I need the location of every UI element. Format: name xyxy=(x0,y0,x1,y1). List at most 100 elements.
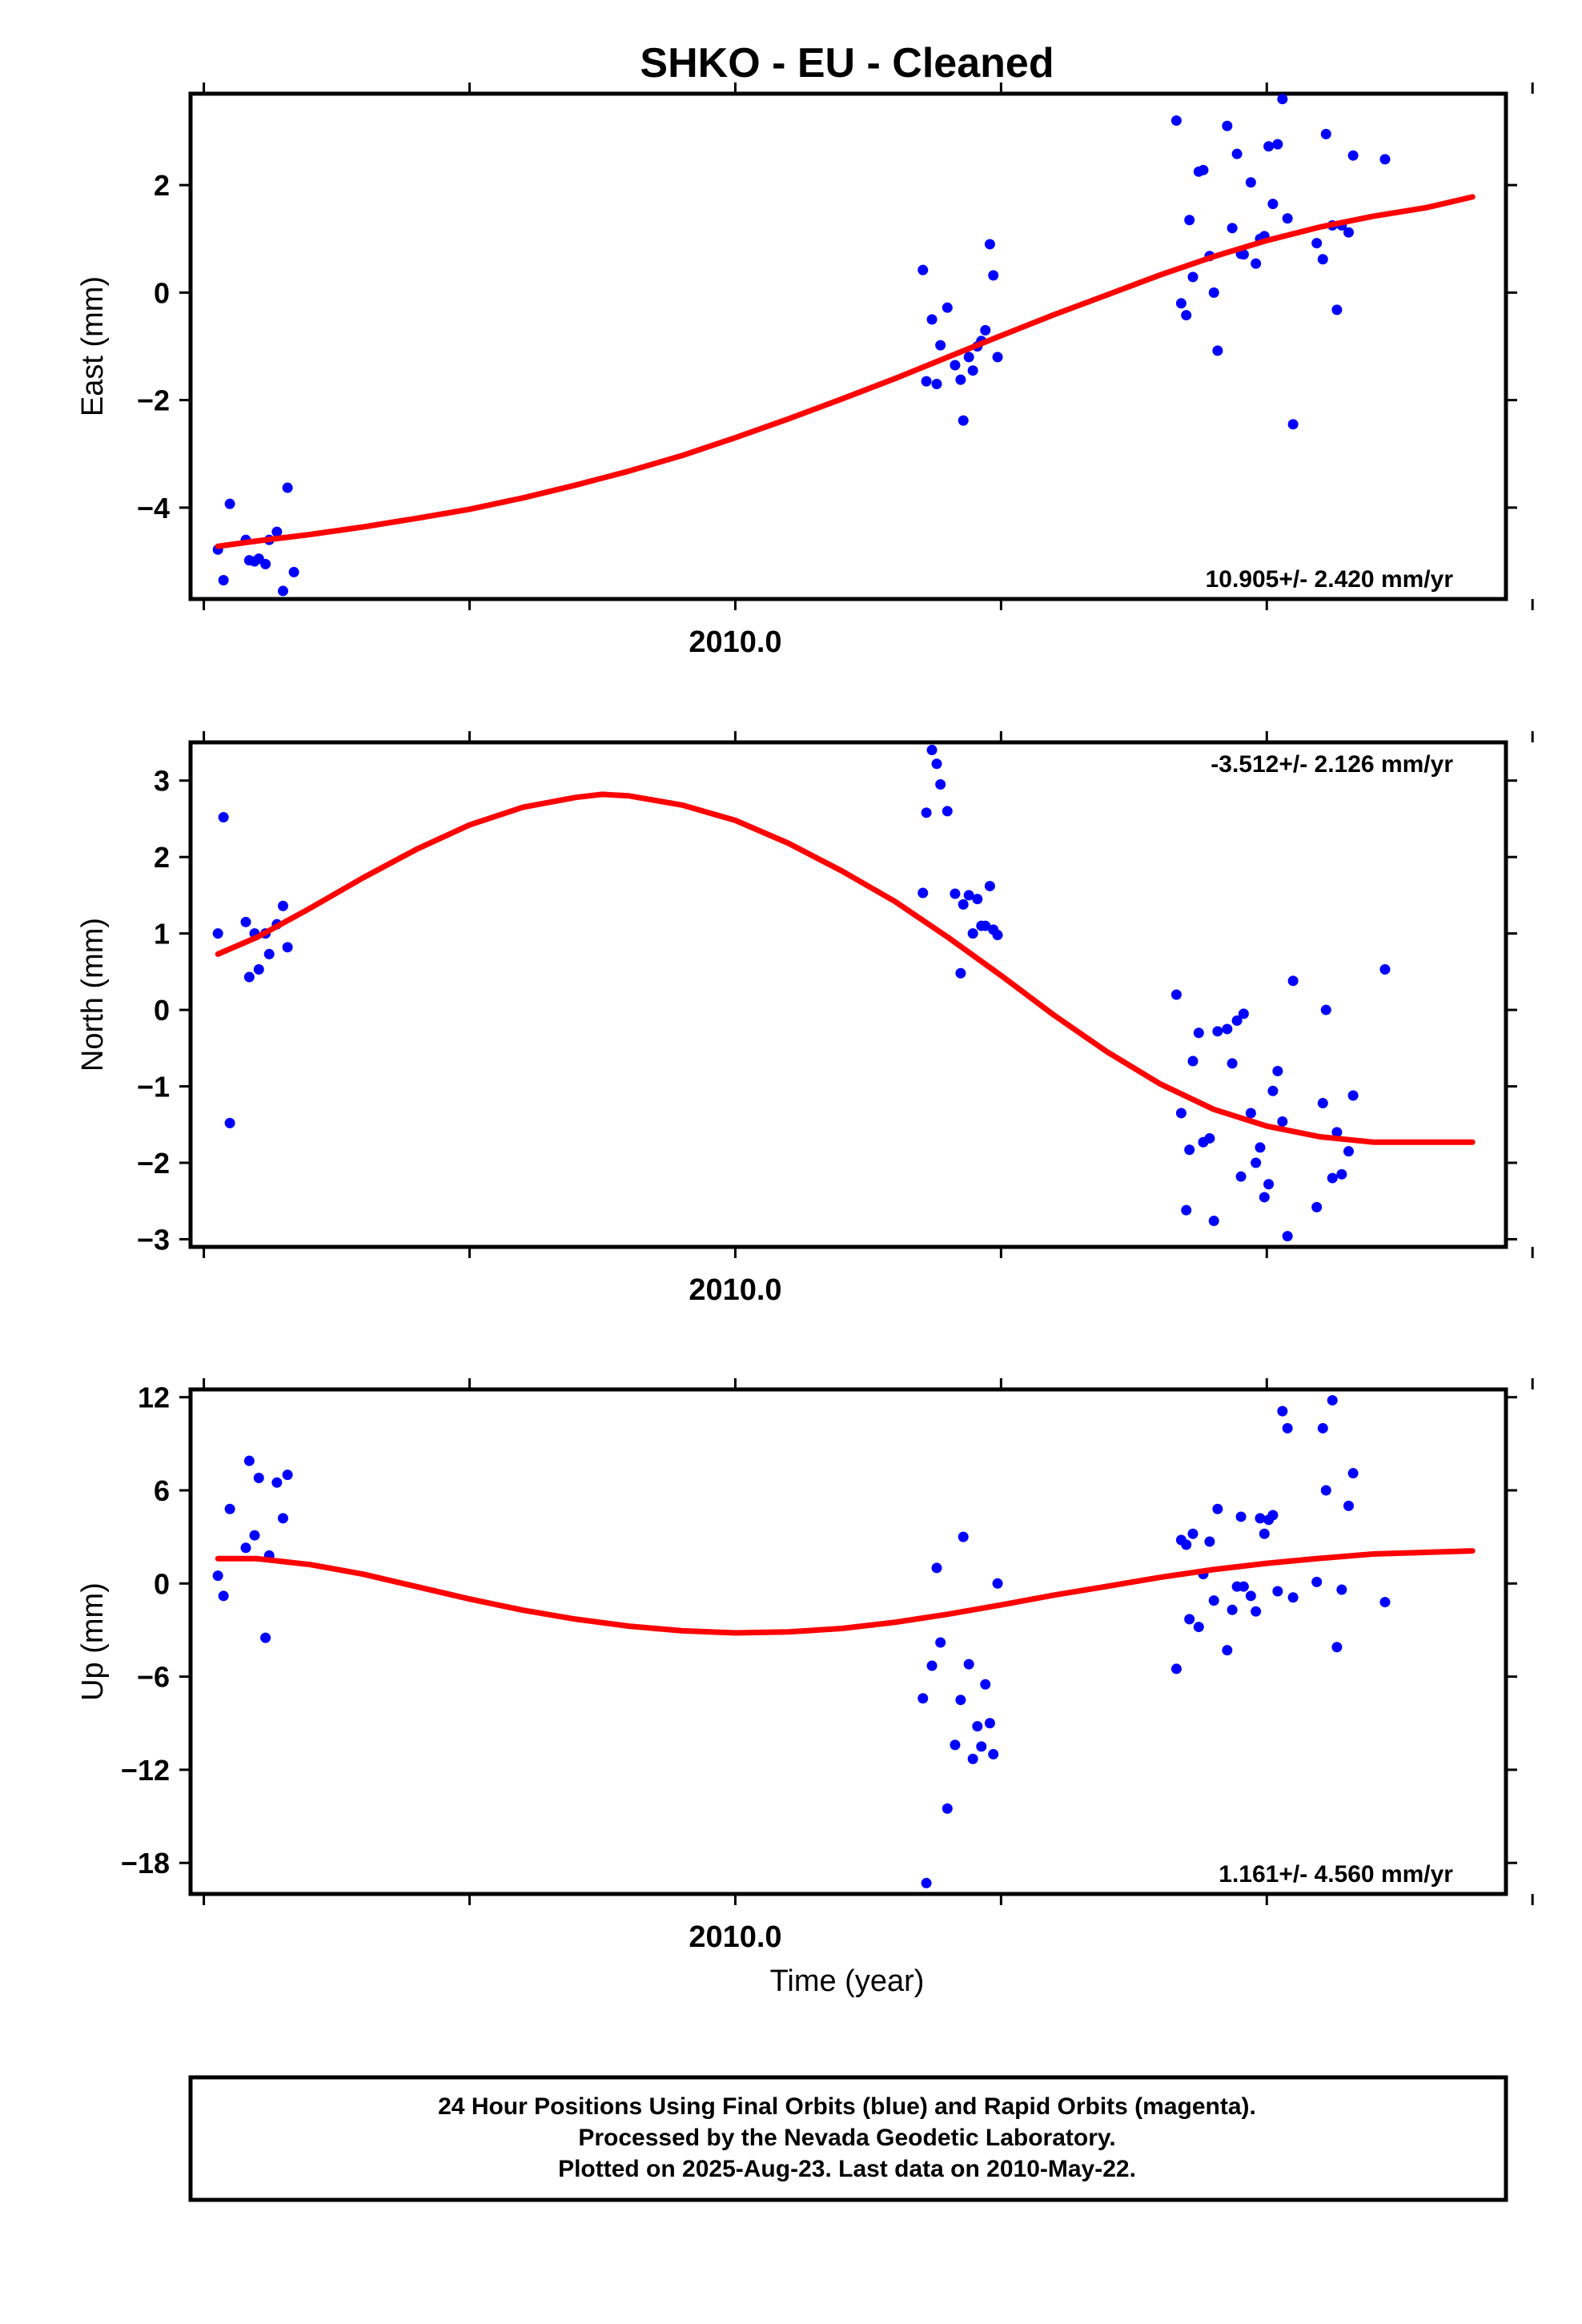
data-point xyxy=(931,758,942,770)
y-tick-label: 6 xyxy=(154,1474,170,1507)
data-point xyxy=(942,302,953,313)
data-point xyxy=(1347,1468,1359,1479)
y-tick-label: 2 xyxy=(154,169,170,202)
data-point xyxy=(917,887,929,899)
fit-curve xyxy=(215,194,1476,549)
data-point xyxy=(955,1695,966,1706)
data-point xyxy=(950,360,961,371)
data-point xyxy=(1181,1204,1192,1216)
data-point xyxy=(1272,139,1283,150)
data-point xyxy=(958,1531,969,1542)
data-point xyxy=(249,1530,260,1541)
data-point xyxy=(1227,1604,1238,1615)
data-point xyxy=(950,888,961,899)
data-point xyxy=(240,916,251,927)
data-point xyxy=(263,948,275,959)
data-point xyxy=(1212,345,1223,356)
data-point xyxy=(253,964,264,975)
data-point xyxy=(1238,1581,1249,1592)
data-point xyxy=(253,1472,264,1483)
data-point xyxy=(1208,1216,1219,1227)
data-point xyxy=(980,324,991,336)
data-point xyxy=(1235,1171,1247,1182)
y-tick-label: −12 xyxy=(121,1754,170,1787)
data-point xyxy=(260,558,271,569)
data-point xyxy=(963,1659,974,1670)
data-point xyxy=(955,374,966,385)
data-point xyxy=(1222,120,1233,131)
data-point xyxy=(1184,215,1195,226)
data-point xyxy=(1227,1058,1238,1069)
data-point xyxy=(1187,271,1199,283)
footer-line-1: 24 Hour Positions Using Final Orbits (bl… xyxy=(438,2093,1256,2120)
data-point xyxy=(1187,1055,1199,1067)
data-point xyxy=(1255,1513,1266,1524)
data-point xyxy=(1263,141,1275,152)
data-point xyxy=(1235,1511,1247,1522)
data-point xyxy=(921,1877,932,1888)
data-point xyxy=(288,566,299,577)
data-point xyxy=(1267,199,1279,210)
data-point xyxy=(1181,310,1192,321)
data-point xyxy=(992,1578,1003,1589)
footer-box: 24 Hour Positions Using Final Orbits (bl… xyxy=(188,2075,1508,2202)
data-point xyxy=(278,585,289,597)
data-point xyxy=(278,1513,289,1524)
data-point xyxy=(1327,1172,1338,1184)
data-point xyxy=(1320,1485,1331,1496)
data-point xyxy=(1379,964,1391,975)
data-point xyxy=(1347,150,1359,161)
data-point xyxy=(1336,1168,1347,1180)
data-point xyxy=(1331,1127,1343,1138)
data-point xyxy=(1267,1510,1279,1521)
y-tick-label: −6 xyxy=(137,1661,170,1694)
data-point xyxy=(921,807,932,818)
data-point xyxy=(1317,1098,1328,1109)
data-point xyxy=(992,352,1003,363)
data-point xyxy=(921,376,932,387)
data-point xyxy=(282,942,293,953)
data-point xyxy=(218,1590,229,1602)
data-point xyxy=(1170,115,1182,127)
data-point xyxy=(1204,1536,1215,1547)
data-point xyxy=(1263,1179,1275,1190)
data-point xyxy=(972,894,983,905)
data-point xyxy=(240,1542,251,1554)
data-point xyxy=(1170,989,1182,1000)
data-point xyxy=(967,928,978,939)
data-point xyxy=(1251,1157,1262,1168)
y-tick-label: 0 xyxy=(154,994,170,1027)
data-point xyxy=(1267,1085,1279,1096)
y-tick-label: −1 xyxy=(137,1071,170,1104)
data-point xyxy=(972,1721,983,1732)
x-tick-label: 2010.0 xyxy=(689,625,781,659)
chart-title: SHKO - EU - Cleaned xyxy=(640,40,1054,86)
plot-frame xyxy=(188,1387,1508,1896)
data-point xyxy=(1208,1595,1219,1606)
east-panel: 2 0 −2 −4 2010.0 East (mm) 10.905+/- 2.420 mm/… xyxy=(76,82,1534,659)
data-point xyxy=(963,352,974,363)
data-point xyxy=(935,1637,946,1648)
data-point xyxy=(1198,164,1209,175)
data-point xyxy=(1379,1597,1391,1608)
data-point xyxy=(984,239,995,250)
data-point xyxy=(963,890,974,901)
data-point xyxy=(1222,1645,1233,1656)
data-point xyxy=(1282,213,1293,224)
y-axis-label: Up (mm) xyxy=(76,1582,110,1701)
y-tick-label: −2 xyxy=(137,384,170,417)
y-axis-label: North (mm) xyxy=(76,918,110,1072)
y-tick-label: −2 xyxy=(137,1147,170,1180)
y-tick-label: 3 xyxy=(154,765,170,798)
data-point xyxy=(1317,1422,1328,1433)
data-point xyxy=(958,899,969,910)
data-point xyxy=(958,415,969,426)
footer-line-3: Plotted on 2025-Aug-23. Last data on 201… xyxy=(558,2156,1136,2182)
x-tick-label: 2010.0 xyxy=(689,1273,781,1307)
data-point xyxy=(1343,1146,1355,1157)
data-point xyxy=(1238,1008,1249,1019)
data-point xyxy=(1212,1503,1223,1514)
data-point xyxy=(271,1477,283,1488)
data-point xyxy=(271,526,283,537)
data-point xyxy=(984,1718,995,1729)
